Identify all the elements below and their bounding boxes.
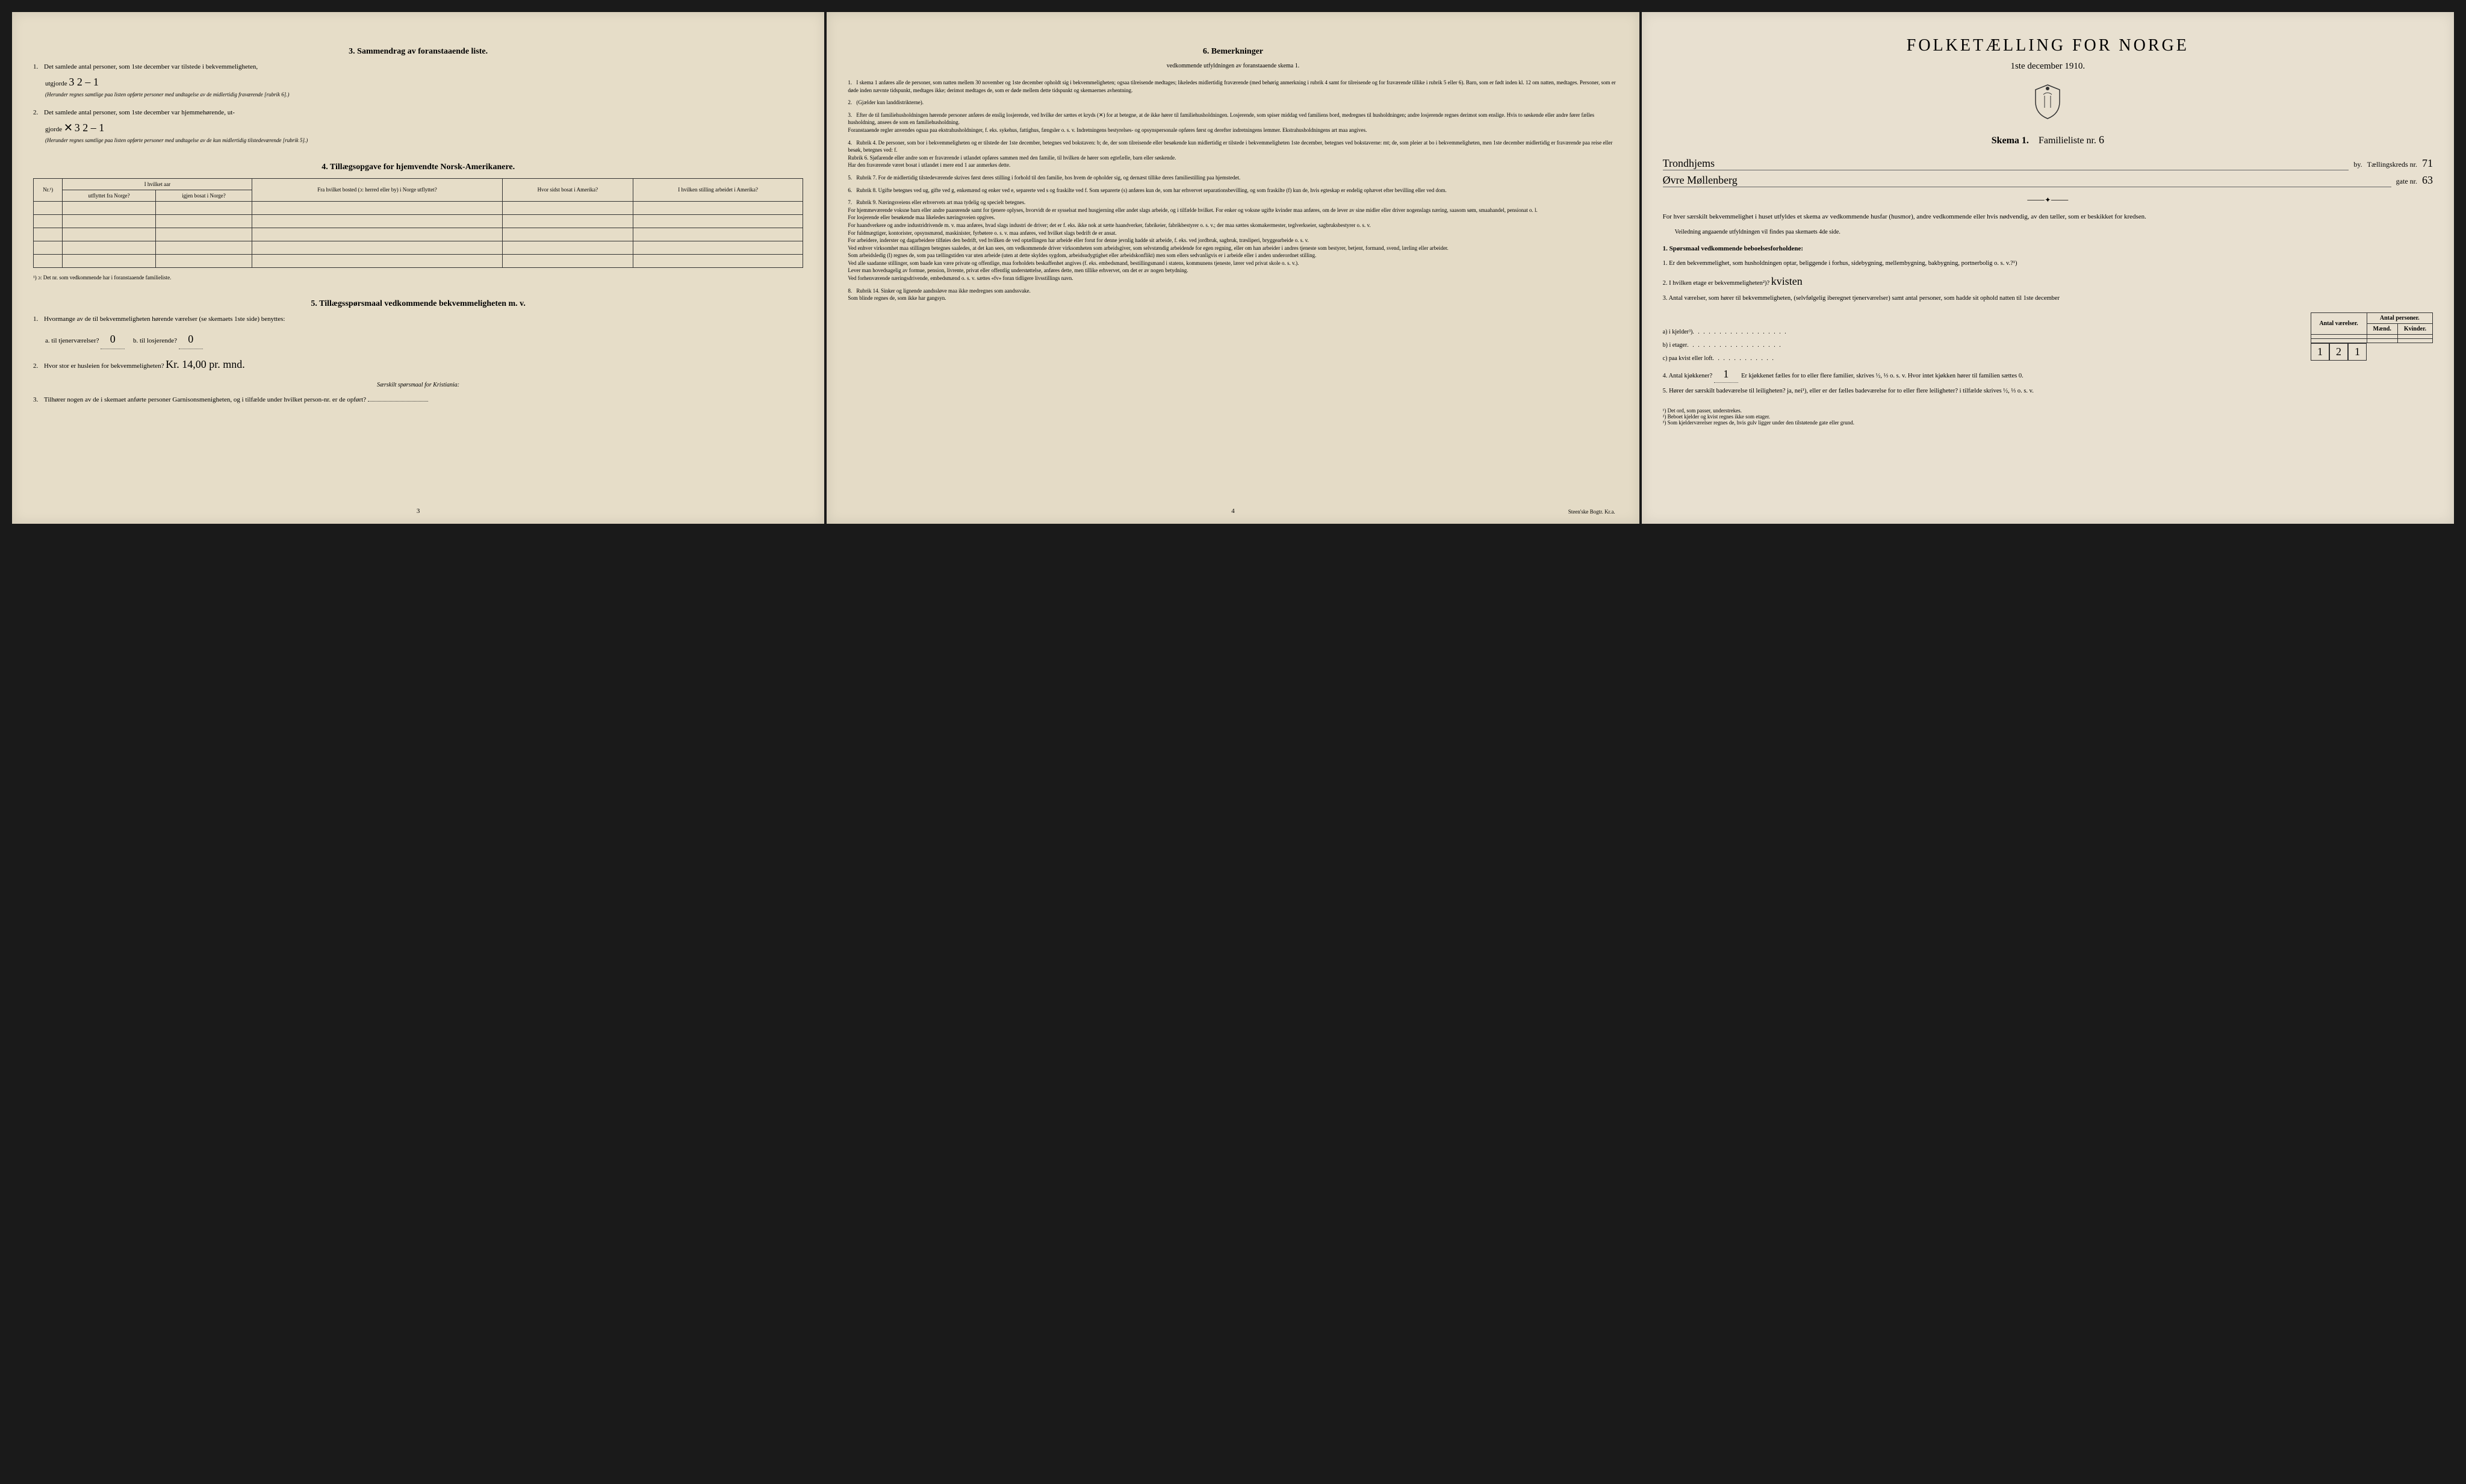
intro-text: For hver særskilt bekvemmelighet i huset… — [1663, 212, 2433, 223]
city-value: Trondhjems — [1663, 157, 2349, 170]
table-row — [34, 214, 803, 228]
page-number: 4 — [1231, 508, 1235, 515]
kreds-nr: 71 — [2422, 157, 2433, 170]
table-row — [34, 228, 803, 241]
s5-q1a-value: 0 — [101, 330, 125, 349]
gate-nr: 63 — [2422, 174, 2433, 187]
section-6-title: 6. Bemerkninger — [848, 47, 1618, 57]
section-4-title: 4. Tillægsopgave for hjemvendte Norsk-Am… — [33, 163, 803, 172]
questions-list: 1. Er den bekvemmelighet, som husholdnin… — [1663, 259, 2433, 303]
table-row — [34, 201, 803, 214]
q2-strike: ✕ — [64, 119, 73, 137]
q2-value: 3 2 – 1 — [75, 119, 105, 137]
section-3-title: 3. Sammendrag av foranstaaende liste. — [33, 47, 803, 57]
table-row — [34, 254, 803, 267]
census-document: 3. Sammendrag av foranstaaende liste. 1.… — [12, 12, 2454, 524]
rooms-table: Antal værelser. Antal personer. Mænd. Kv… — [2311, 312, 2433, 361]
q1: 1.Det samlede antal personer, som 1ste d… — [33, 61, 803, 99]
street-value: Øvre Møllenberg — [1663, 174, 2391, 187]
page-1: FOLKETÆLLING FOR NORGE 1ste december 191… — [1642, 12, 2454, 524]
kitchen-count: 1 — [1714, 365, 1738, 383]
q2: 2.Det samlede antal personer, som 1ste d… — [33, 107, 803, 144]
footnotes: ¹) Det ord, som passer, understrekes. ²)… — [1663, 408, 2433, 426]
familieliste-nr: 6 — [2099, 134, 2104, 146]
s5-q2-value: Kr. 14,00 pr. mnd. — [166, 355, 245, 374]
coat-of-arms-icon — [1663, 84, 2433, 123]
main-title: FOLKETÆLLING FOR NORGE — [1663, 36, 2433, 55]
supplement-table: Nr.¹) I hvilket aar Fra hvilket bosted (… — [33, 178, 803, 268]
census-date: 1ste december 1910. — [1663, 61, 2433, 72]
section-5-title: 5. Tillægsspørsmaal vedkommende bekvemme… — [33, 299, 803, 309]
table-row: 121 — [2311, 343, 2432, 361]
page-number: 3 — [417, 508, 420, 515]
table4-footnote: ¹) ɔ: Det nr. som vedkommende har i fora… — [33, 274, 803, 282]
etage-value: kvisten — [1771, 273, 1803, 290]
table-row — [34, 241, 803, 254]
s5-q1b-value: 0 — [179, 330, 203, 349]
page-4: 6. Bemerkninger vedkommende utfyldningen… — [827, 12, 1639, 524]
q1-value: 3 2 – 1 — [69, 73, 99, 92]
table-row — [2311, 338, 2432, 343]
page-3: 3. Sammendrag av foranstaaende liste. 1.… — [12, 12, 824, 524]
printer-mark: Steen'ske Bogtr. Kr.a. — [1568, 509, 1615, 515]
remarks-list: 1.I skema 1 anføres alle de personer, so… — [848, 79, 1618, 302]
table-row — [2311, 334, 2432, 338]
ornament-icon: ⸻✦⸻ — [1663, 194, 2433, 205]
